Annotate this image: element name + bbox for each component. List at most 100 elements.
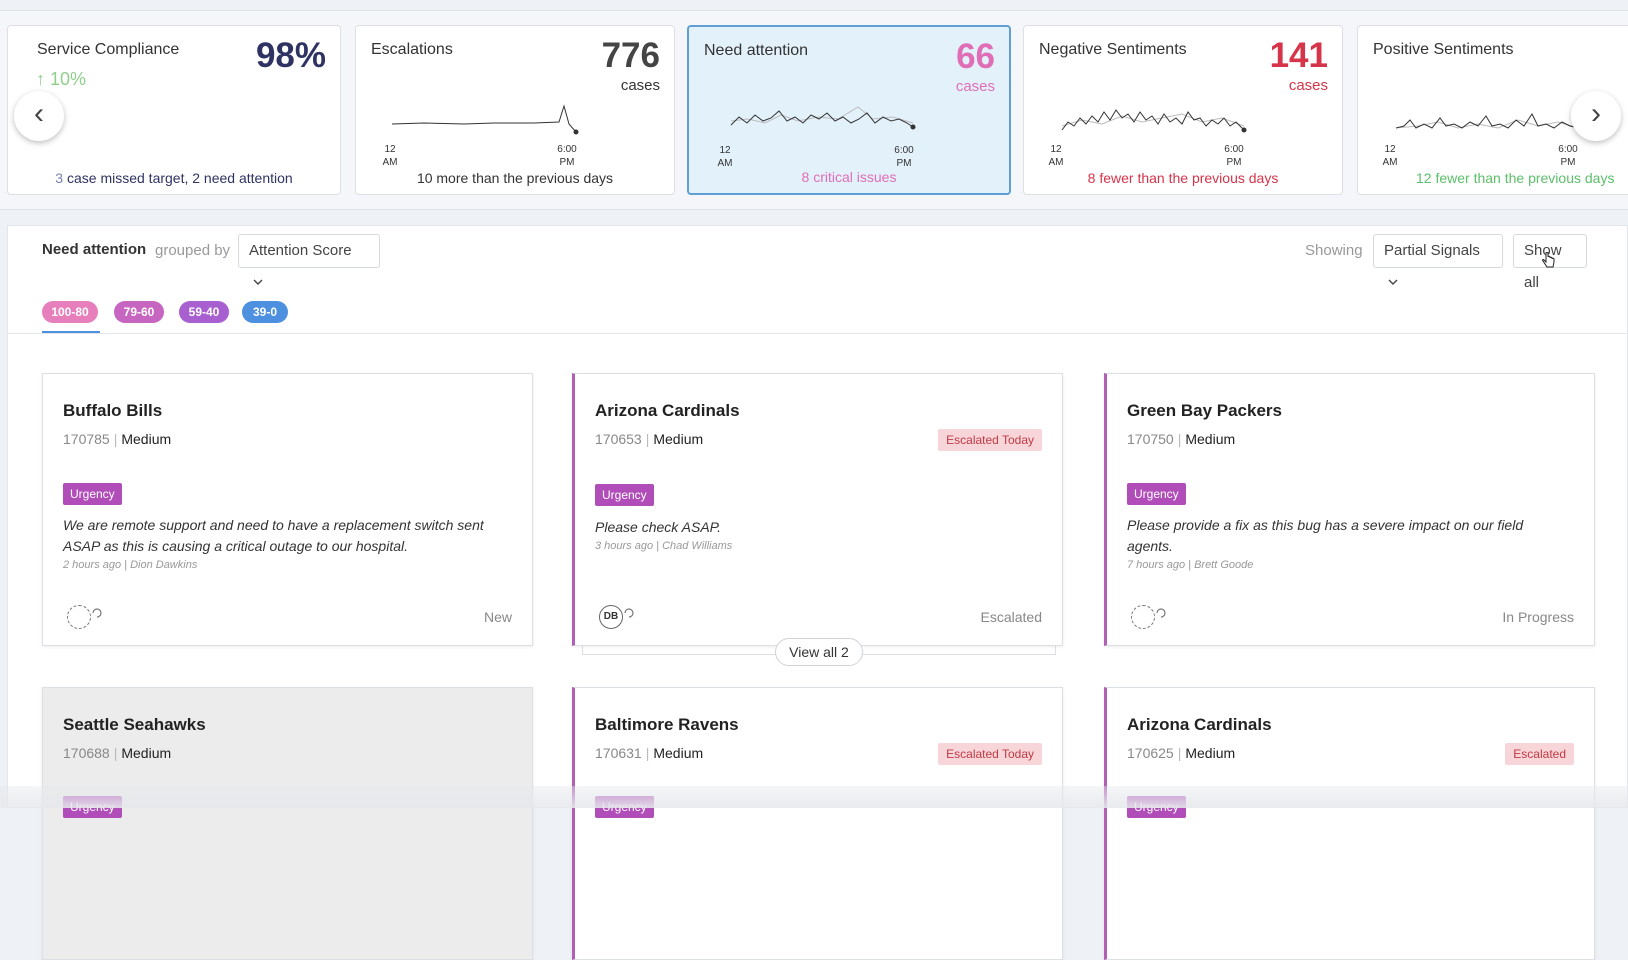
tab-divider [8, 333, 1628, 334]
case-meta: 170653 | Medium [595, 431, 704, 447]
metric-footer: 10 more than the previous days [416, 170, 614, 186]
case-status: In Progress [1502, 609, 1574, 625]
trend-value: 10% [50, 69, 87, 89]
metric-title: Service Compliance [37, 41, 180, 58]
case-id: 170750 [1127, 431, 1174, 447]
case-priority: Medium [121, 745, 172, 761]
section-title: Need attention [42, 241, 147, 258]
case-priority: Medium [653, 745, 704, 761]
case-byline: 3 hours ago | Chad Williams [595, 540, 733, 552]
metric-value: 141 [1269, 36, 1328, 75]
metric-footer: 8 critical issues [801, 169, 897, 185]
case-meta: 170625 | Medium [1127, 745, 1236, 761]
urgency-tag: Urgency [63, 483, 122, 505]
metric-value: 98% [255, 36, 326, 75]
trend-indicator: ↑ 10% [36, 69, 86, 90]
case-message: Please provide a fix as this bug has a s… [1127, 515, 1567, 574]
case-name: Arizona Cardinals [595, 401, 740, 420]
arrow-up-icon: ↑ [36, 69, 45, 89]
case-id: 170688 [63, 745, 110, 761]
metric-footer: 12 fewer than the previous days [1416, 170, 1615, 186]
bottom-fade [0, 786, 1628, 808]
assignee-avatar[interactable]: DB [599, 605, 623, 629]
signals-select[interactable]: Partial Signals [1373, 234, 1503, 285]
axis-end-label: 6:00 PM [557, 144, 577, 168]
metric-card-negative-sentiments[interactable]: Negative Sentiments 141 cases 12 AM 6:00 P… [1023, 25, 1343, 195]
case-message-text: Please provide a fix as this bug has a s… [1127, 517, 1524, 554]
case-priority: Medium [653, 431, 704, 447]
metric-unit: cases [1288, 77, 1328, 94]
case-name: Green Bay Packers [1127, 401, 1282, 420]
case-byline: 7 hours ago | Brett Goode [1127, 559, 1254, 571]
case-message-text: Please check ASAP. [595, 519, 722, 535]
case-card[interactable]: Arizona Cardinals 170625 | Medium Escalate… [1104, 687, 1595, 960]
carousel-prev-button[interactable]: ‹ [14, 91, 64, 141]
unassigned-avatar[interactable] [67, 605, 91, 629]
assign-icon [624, 608, 634, 618]
assign-icon [92, 608, 102, 618]
case-name: Seattle Seahawks [63, 715, 206, 734]
case-id: 170785 [63, 431, 110, 447]
escalations-sparkline [391, 104, 579, 135]
missed-text: case missed target, 2 need attention [63, 170, 293, 186]
case-card[interactable]: Buffalo Bills 170785 | Medium Urgency We a… [42, 373, 533, 646]
case-card[interactable]: Green Bay Packers 170750 | Medium Urgency … [1104, 373, 1595, 646]
axis-start-label: 12 AM [382, 144, 398, 168]
escalated-badge: Escalated [1505, 743, 1574, 765]
axis-start-label: 12 AM [1048, 144, 1064, 168]
score-tab-59-40[interactable]: 59-40 [179, 301, 229, 323]
metric-title: Need attention [704, 42, 809, 59]
missed-count: 3 [55, 170, 64, 186]
show-all-button[interactable]: Show all [1513, 234, 1587, 291]
score-tab-100-80[interactable]: 100-80 [42, 301, 98, 323]
metric-unit: cases [955, 78, 995, 95]
metric-value: 66 [956, 37, 995, 76]
metric-value: 776 [601, 36, 660, 75]
metric-title: Escalations [371, 41, 453, 58]
metric-card-need-attention[interactable]: Need attention 66 cases 12 AM 6:00 PM 8 cr… [687, 25, 1011, 195]
positive-sentiments-sparkline [1395, 113, 1579, 129]
axis-end-label: 6:00 PM [1224, 144, 1244, 168]
case-priority: Medium [1185, 745, 1236, 761]
case-id: 170625 [1127, 745, 1174, 761]
case-card[interactable]: Seattle Seahawks 170688|Medium Urgency [42, 687, 533, 960]
tab-active-indicator [42, 331, 100, 333]
case-card[interactable]: Arizona Cardinals 170653 | Medium Escalate… [572, 373, 1063, 646]
need-attention-sparkline [730, 106, 916, 130]
case-byline: 2 hours ago | Dion Dawkins [63, 559, 198, 571]
case-card[interactable]: Baltimore Ravens 170631 | Medium Escalated… [572, 687, 1063, 960]
metric-footer: 8 fewer than the previous days [1087, 170, 1279, 186]
carousel-next-button[interactable]: › [1571, 91, 1621, 141]
signals-value: Partial Signals [1384, 242, 1480, 259]
case-message: We are remote support and need to have a… [63, 515, 503, 574]
negative-sentiments-sparkline [1061, 109, 1247, 133]
score-tab-39-0[interactable]: 39-0 [242, 301, 288, 323]
metric-card-escalations[interactable]: Escalations 776 cases 12 AM 6:00 PM 10 mor… [355, 25, 675, 195]
metric-footer: 3 case missed target, 2 need attention [8, 170, 340, 186]
urgency-tag: Urgency [1127, 483, 1186, 505]
metric-unit: cases [620, 77, 660, 94]
view-all-button[interactable]: View all 2 [775, 638, 863, 666]
case-name: Buffalo Bills [63, 401, 163, 420]
axis-start-label: 12 AM [1382, 144, 1398, 168]
chevron-down-icon [253, 279, 263, 285]
case-id: 170653 [595, 431, 642, 447]
case-meta: 170785 | Medium [63, 431, 172, 447]
case-message: Please check ASAP. 3 hours ago | Chad Wi… [595, 517, 1035, 555]
grouped-by-label: grouped by [155, 242, 231, 259]
group-by-select[interactable]: Attention Score [238, 234, 380, 285]
case-meta: 170750 | Medium [1127, 431, 1236, 447]
metric-title: Positive Sentiments [1373, 41, 1514, 58]
group-by-value: Attention Score [249, 242, 352, 259]
assign-icon [1156, 608, 1166, 618]
case-priority: Medium [121, 431, 172, 447]
score-tab-79-60[interactable]: 79-60 [114, 301, 164, 323]
case-meta: 170688 | Medium [63, 745, 172, 761]
case-name: Arizona Cardinals [1127, 715, 1272, 734]
metric-title: Negative Sentiments [1039, 41, 1187, 58]
case-message-text: We are remote support and need to have a… [63, 517, 484, 554]
hand-cursor-icon [1542, 252, 1555, 268]
case-meta: 170631 | Medium [595, 745, 704, 761]
axis-end-label: 6:00 PM [1558, 144, 1578, 168]
unassigned-avatar[interactable] [1131, 605, 1155, 629]
